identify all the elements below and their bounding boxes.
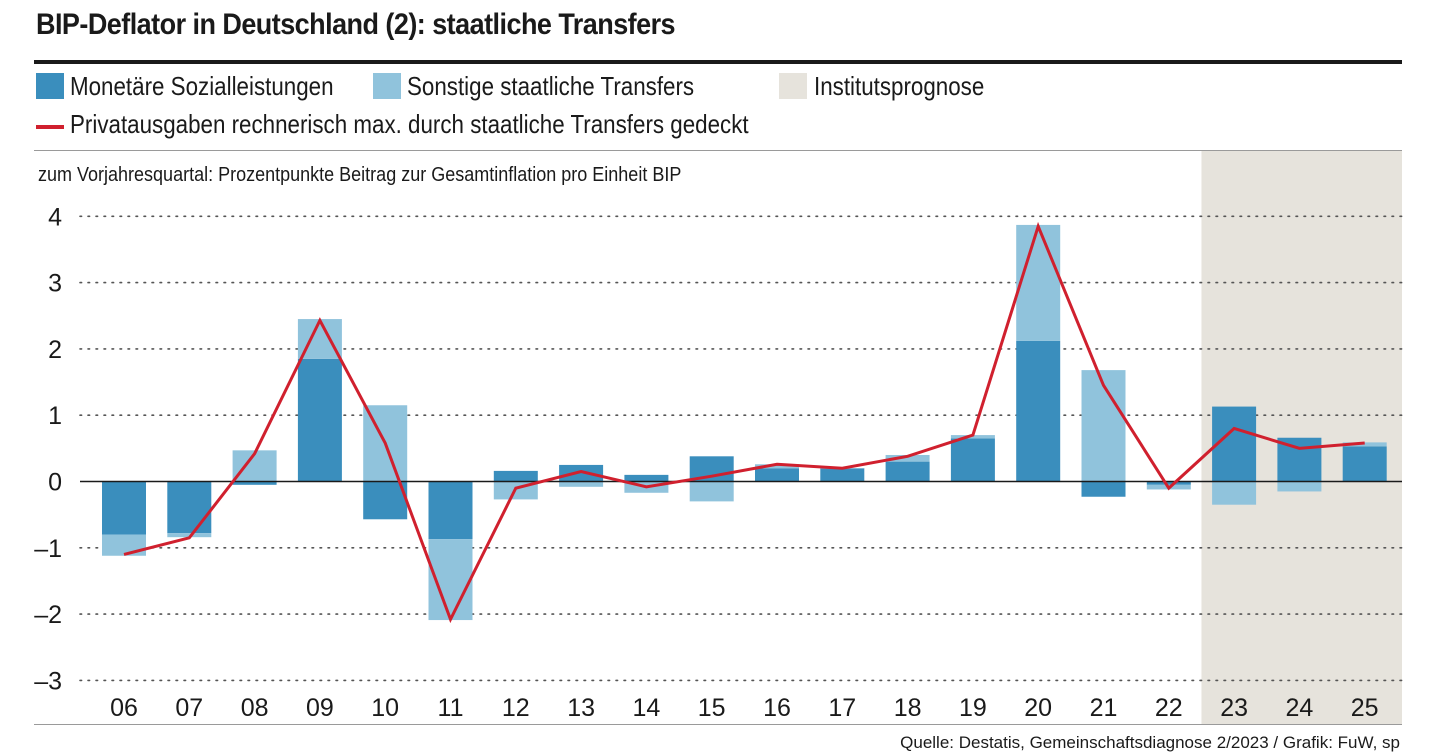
bar-sonstige-transfers: [885, 454, 930, 462]
x-tick-label: 15: [698, 694, 726, 722]
x-tick-label: 14: [632, 694, 660, 722]
y-tick-label: –2: [34, 601, 62, 629]
bar-monetaere-sozialleistungen: [167, 481, 212, 534]
x-tick-label: 23: [1220, 694, 1248, 722]
bar-monetaere-sozialleistungen: [1146, 481, 1191, 485]
legend-label-forecast: Institutsprognose: [814, 71, 985, 101]
x-tick-label: 17: [828, 694, 856, 722]
x-tick-label: 09: [306, 694, 334, 722]
bar-monetaere-sozialleistungen: [755, 468, 799, 482]
bar-monetaere-sozialleistungen: [624, 474, 669, 482]
y-tick-label: 4: [48, 203, 62, 231]
x-tick-label: 21: [1090, 694, 1118, 722]
x-tick-label: 19: [959, 694, 987, 722]
bar-monetaere-sozialleistungen: [102, 481, 146, 535]
x-tick-label: 18: [894, 694, 922, 722]
y-tick-label: –3: [34, 667, 62, 695]
y-tick-label: 2: [48, 336, 62, 364]
y-tick-label: 3: [48, 270, 62, 298]
bar-monetaere-sozialleistungen: [493, 470, 538, 482]
bar-sonstige-transfers: [755, 464, 799, 469]
chart-subtitle: zum Vorjahresquartal: Prozentpunkte Beit…: [38, 164, 682, 186]
legend-swatch-line: [36, 125, 64, 129]
legend-swatch-dark: [36, 73, 64, 99]
legend-swatch-light: [373, 73, 401, 99]
y-tick-label: 0: [48, 469, 62, 497]
bar-monetaere-sozialleistungen: [820, 468, 865, 482]
x-tick-label: 20: [1024, 694, 1052, 722]
bottom-rule: [34, 724, 1402, 725]
legend-label-line: Privatausgaben rechnerisch max. durch st…: [70, 109, 749, 139]
bar-monetaere-sozialleistungen: [885, 461, 930, 482]
y-ticks-group: 4 3 2 1 0 –1 –2 –3: [34, 203, 62, 695]
bar-monetaere-sozialleistungen: [559, 464, 604, 482]
legend-label-light: Sonstige staatliche Transfers: [407, 71, 695, 101]
bar-monetaere-sozialleistungen: [1212, 406, 1257, 482]
x-tick-label: 24: [1285, 694, 1313, 722]
line-privatausgaben: [123, 221, 1365, 624]
bar-sonstige-transfers: [1016, 224, 1061, 341]
chart-title: BIP-Deflator in Deutschland (2): staatli…: [36, 8, 676, 41]
bar-sonstige-transfers: [1277, 481, 1322, 492]
bar-monetaere-sozialleistungen: [232, 481, 277, 485]
bar-sonstige-transfers: [950, 435, 995, 439]
legend-label-dark: Monetäre Sozialleistungen: [70, 71, 334, 101]
x-ticks-group: 06 07 08 09 10 11 12 13 14 15 16 17 18 19 20 21 22 23 24 25: [110, 694, 1379, 722]
bar-sonstige-transfers: [689, 481, 734, 502]
bar-sonstige-transfers: [102, 534, 146, 556]
y-tick-label: –1: [34, 535, 62, 563]
legend-rule: [34, 150, 1402, 151]
bar-sonstige-transfers: [167, 533, 212, 538]
x-tick-label: 13: [567, 694, 595, 722]
bar-monetaere-sozialleistungen: [1081, 481, 1126, 497]
bar-monetaere-sozialleistungen: [428, 481, 473, 540]
x-tick-label: 07: [175, 694, 203, 722]
bar-monetaere-sozialleistungen: [297, 358, 342, 482]
legend-swatch-forecast: [779, 73, 807, 99]
source-note: Quelle: Destatis, Gemeinschaftsdiagnose …: [900, 733, 1400, 752]
bar-monetaere-sozialleistungen: [1016, 340, 1061, 482]
bars-group: [102, 224, 1387, 621]
title-rule: [34, 60, 1402, 64]
bar-sonstige-transfers: [1081, 370, 1126, 482]
x-tick-label: 06: [110, 694, 138, 722]
x-tick-label: 25: [1351, 694, 1379, 722]
x-tick-label: 12: [502, 694, 530, 722]
x-tick-label: 16: [763, 694, 791, 722]
x-tick-label: 08: [241, 694, 269, 722]
bar-sonstige-transfers: [559, 481, 604, 487]
x-tick-label: 11: [438, 694, 464, 722]
x-tick-label: 10: [371, 694, 399, 722]
bar-monetaere-sozialleistungen: [1342, 446, 1387, 482]
bar-sonstige-transfers: [1212, 481, 1257, 505]
bar-monetaere-sozialleistungen: [363, 481, 408, 520]
y-tick-label: 1: [48, 402, 62, 430]
x-tick-label: 22: [1155, 694, 1183, 722]
bar-monetaere-sozialleistungen: [950, 438, 995, 482]
line-series-group: [123, 221, 1365, 624]
